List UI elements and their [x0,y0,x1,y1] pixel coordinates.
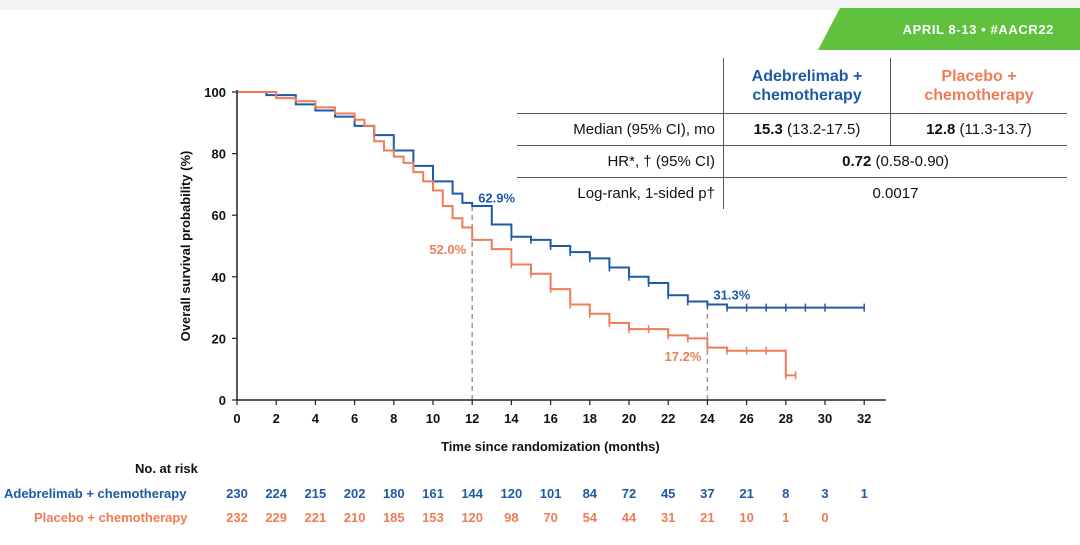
median-adebrelimab: 15.3 (13.2-17.5) [723,113,891,146]
risk-value-placebo: 21 [700,510,715,525]
top-strip [0,0,1080,10]
risk-value-adebrelimab: 3 [821,486,829,501]
header-adebrelimab: Adebrelimab + chemotherapy [723,58,891,114]
median-adebrelimab-ci: (13.2-17.5) [782,121,861,138]
header-adebrelimab-line2: chemotherapy [752,86,862,104]
y-tick-label: 20 [212,331,226,346]
risk-value-adebrelimab: 161 [422,486,444,501]
risk-value-adebrelimab: 224 [265,486,288,501]
hr-value-cell: 0.72 (0.58-0.90) [723,145,1067,178]
logrank-value: 0.0017 [872,185,919,202]
x-tick-label: 22 [661,411,675,426]
x-tick-label: 28 [779,411,793,426]
risk-value-adebrelimab: 202 [343,486,366,501]
stats-table: Adebrelimab + chemotherapy Placebo + che… [517,58,1067,209]
risk-value-placebo: 70 [543,510,558,525]
x-tick-label: 14 [504,411,519,426]
risk-value-placebo: 98 [504,510,519,525]
x-tick-label: 20 [622,411,636,426]
y-tick-label: 0 [219,393,226,408]
x-tick-label: 2 [273,411,280,426]
risk-value-adebrelimab: 21 [739,486,754,501]
risk-value-placebo: 54 [582,510,598,525]
y-tick-label: 100 [204,85,226,100]
x-tick-label: 18 [583,411,597,426]
median-label: Median (95% CI), mo [517,113,724,146]
annotation-label: 62.9% [478,190,515,205]
x-tick-label: 16 [543,411,557,426]
risk-value-adebrelimab: 120 [500,486,523,501]
risk-value-adebrelimab: 72 [621,486,637,501]
x-tick-label: 24 [700,411,715,426]
y-tick-label: 40 [212,270,226,285]
x-tick-label: 0 [233,411,240,426]
annotation-label: 17.2% [665,349,702,364]
risk-value-adebrelimab: 45 [660,486,676,501]
x-tick-label: 8 [390,411,397,426]
x-tick-label: 30 [818,411,832,426]
hr-value: 0.72 [842,153,872,170]
x-tick-label: 10 [426,411,440,426]
series-line-placebo [237,91,796,377]
risk-value-placebo: 232 [226,510,248,525]
hr-label: HR*, † (95% CI) [517,145,724,178]
header-placebo-line1: Placebo + [941,67,1017,85]
header-adebrelimab-line1: Adebrelimab + [751,67,863,85]
risk-value-adebrelimab: 144 [461,486,484,501]
risk-value-adebrelimab: 8 [782,486,790,501]
annotation-label: 31.3% [713,288,750,303]
risk-placebo-label: Placebo + chemotherapy [34,510,188,525]
risk-value-placebo: 185 [382,510,405,525]
risk-value-adebrelimab: 1 [860,486,868,501]
y-axis-label: Overall survival probability (%) [178,151,193,342]
risk-value-placebo: 31 [660,510,676,525]
conference-banner: APRIL 8-13 • #AACR22 [818,8,1080,50]
logrank-label: Log-rank, 1-sided p† [517,177,724,209]
risk-value-adebrelimab: 215 [304,486,327,501]
risk-value-placebo: 221 [304,510,327,525]
hr-ci: (0.58-0.90) [871,153,949,170]
y-tick-label: 60 [212,208,226,223]
risk-value-placebo: 44 [621,510,637,525]
risk-title: No. at risk [135,461,198,476]
x-tick-label: 26 [739,411,753,426]
risk-value-placebo: 120 [461,510,484,525]
header-placebo: Placebo + chemotherapy [890,58,1067,114]
risk-value-adebrelimab: 37 [700,486,715,501]
risk-value-placebo: 1 [782,510,790,525]
x-tick-label: 4 [312,411,320,426]
x-tick-label: 12 [465,411,479,426]
risk-value-placebo: 229 [265,510,288,525]
risk-value-placebo: 0 [821,510,829,525]
median-placebo: 12.8 (11.3-13.7) [890,113,1067,146]
x-tick-label: 6 [351,411,358,426]
header-placebo-line2: chemotherapy [924,86,1034,104]
header-blank-cell [517,58,724,114]
risk-value-adebrelimab: 101 [539,486,562,501]
risk-adebrelimab-label: Adebrelimab + chemotherapy [4,486,187,501]
median-placebo-value: 12.8 [926,121,956,138]
x-axis-label: Time since randomization (months) [441,439,660,454]
risk-value-adebrelimab: 230 [226,486,248,501]
annotation-label: 52.0% [429,242,466,257]
risk-value-placebo: 153 [422,510,444,525]
risk-value-placebo: 10 [739,510,754,525]
x-tick-label: 32 [857,411,871,426]
median-placebo-ci: (11.3-13.7) [955,121,1032,138]
risk-value-placebo: 210 [343,510,366,525]
risk-value-adebrelimab: 84 [582,486,598,501]
y-tick-label: 80 [212,147,226,162]
risk-value-adebrelimab: 180 [382,486,405,501]
median-adebrelimab-value: 15.3 [753,121,783,138]
